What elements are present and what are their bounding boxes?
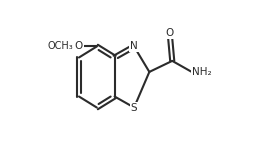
Text: S: S bbox=[131, 103, 138, 113]
Text: OCH₃: OCH₃ bbox=[47, 41, 73, 51]
Text: O: O bbox=[75, 41, 83, 51]
Text: O: O bbox=[166, 28, 174, 38]
Text: N: N bbox=[130, 41, 138, 51]
Text: NH₂: NH₂ bbox=[192, 67, 211, 77]
